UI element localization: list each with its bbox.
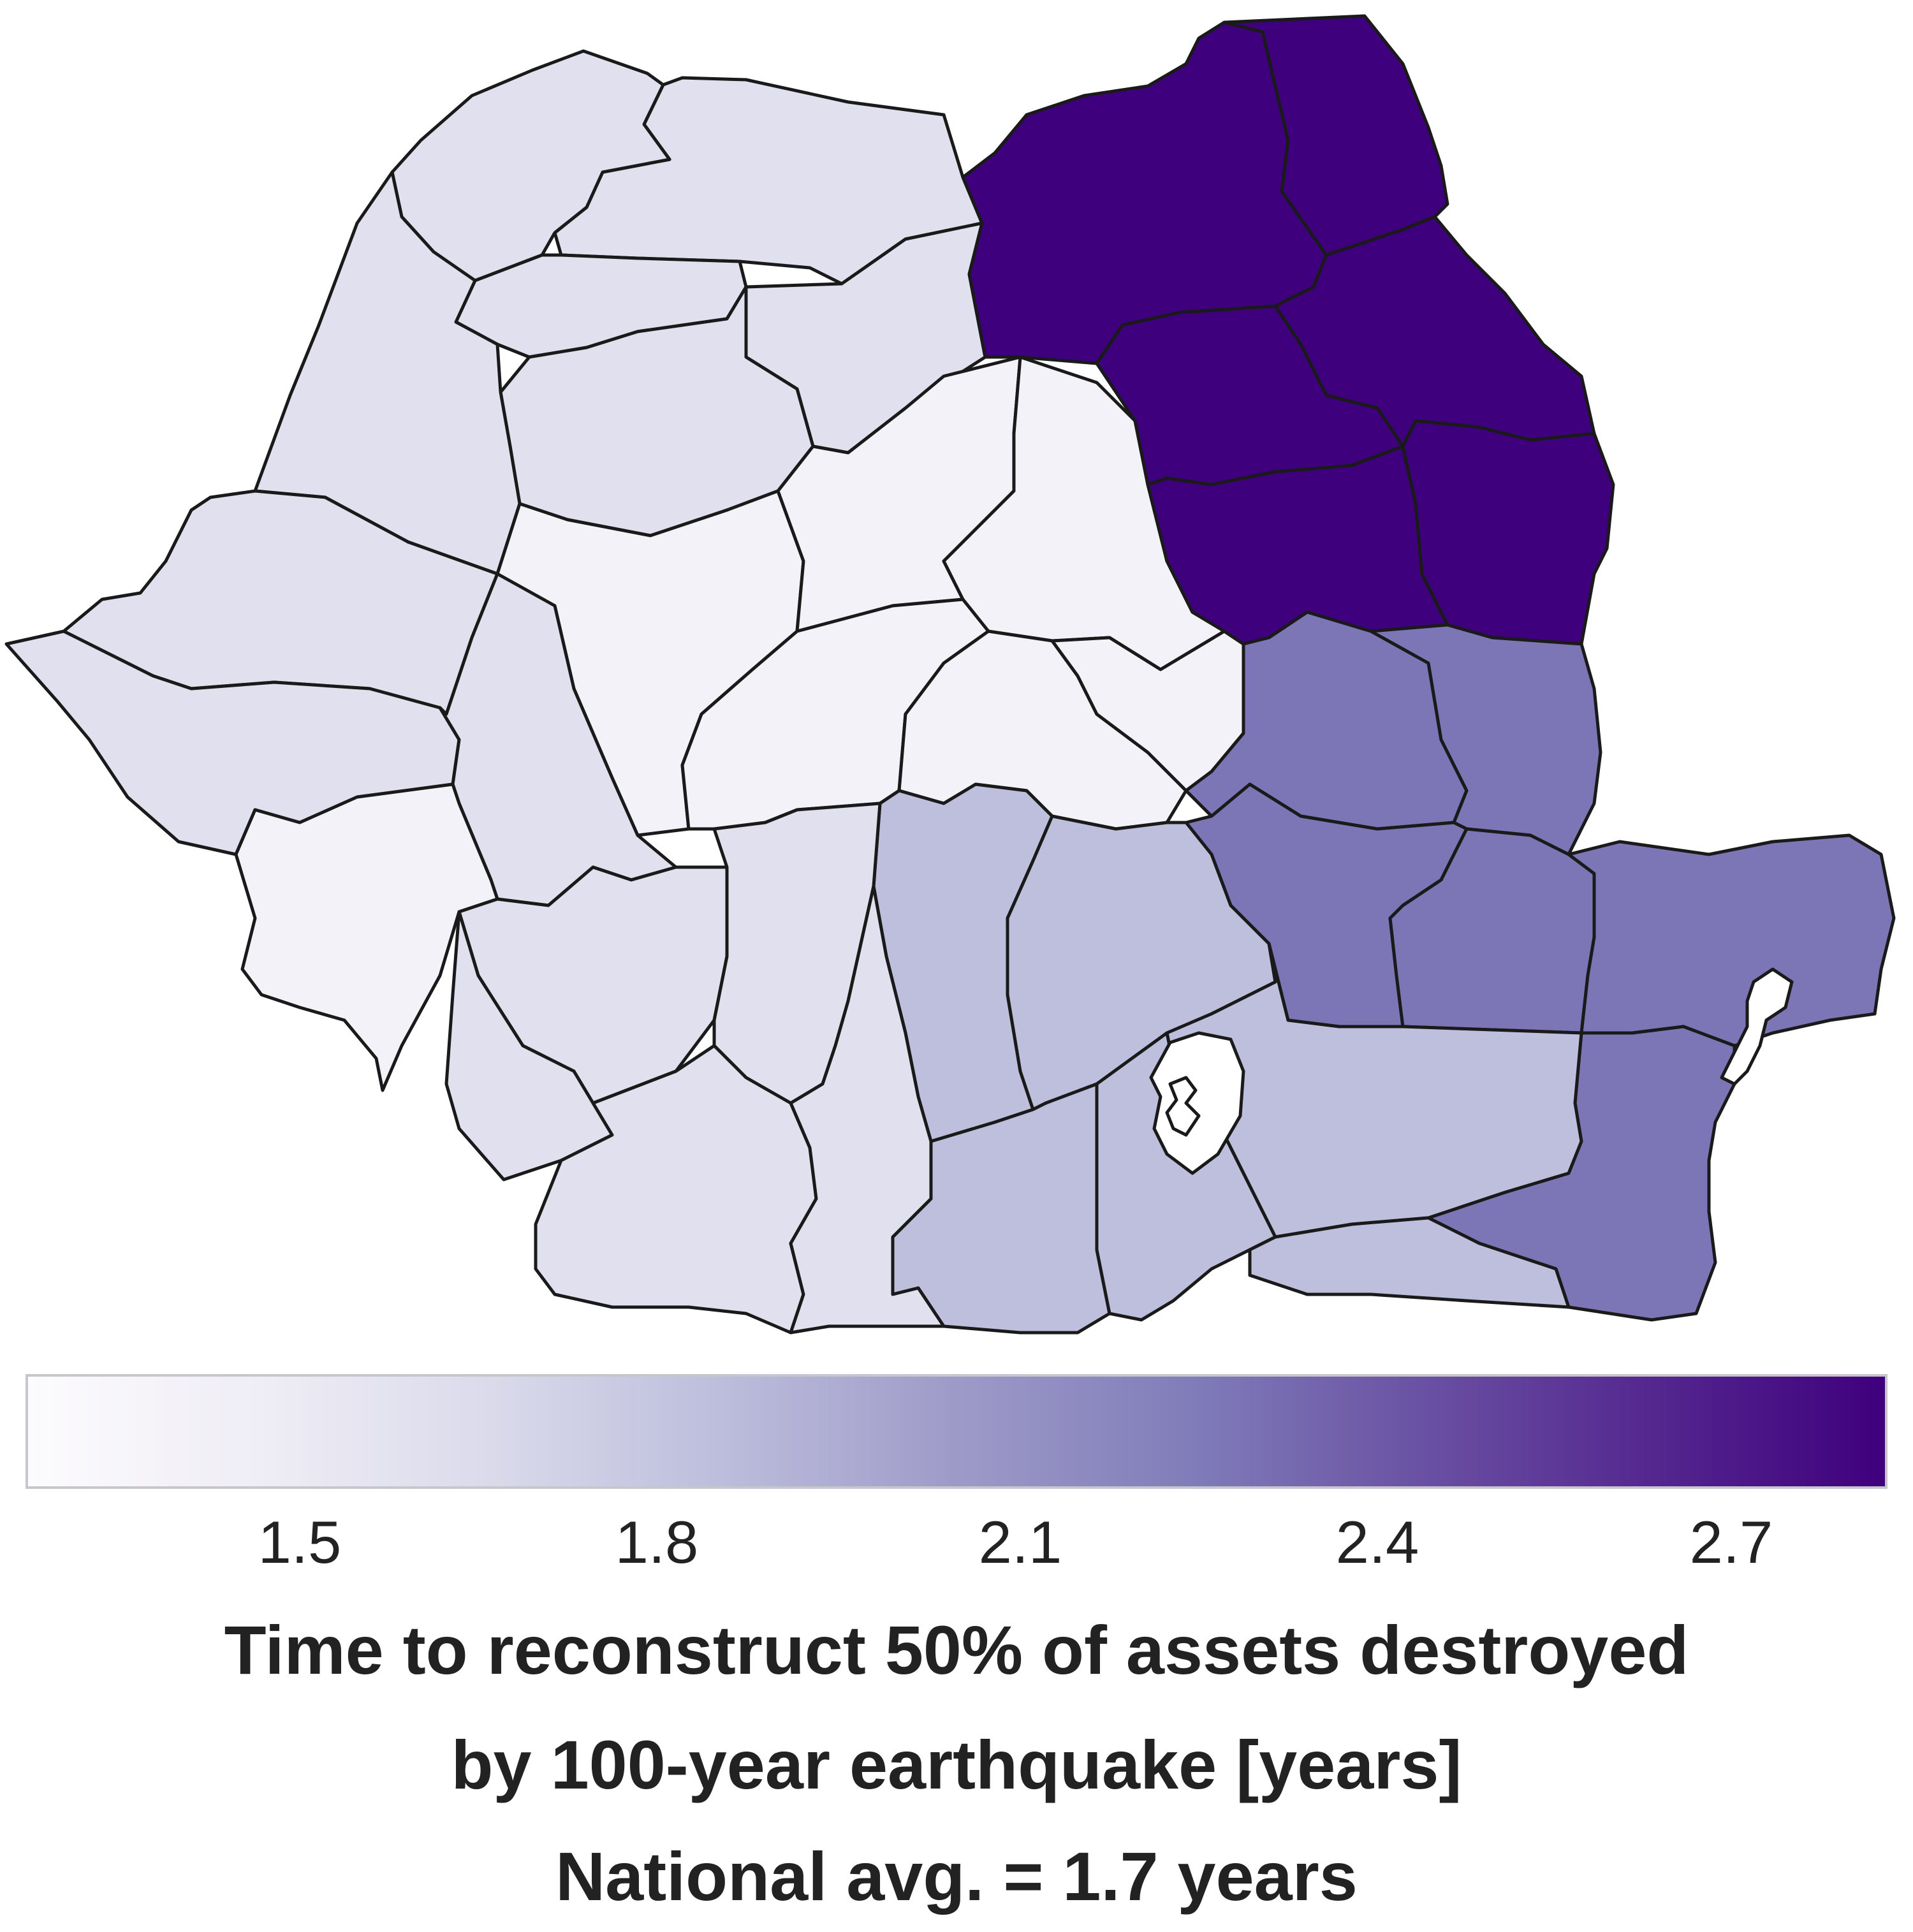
- romania-choropleth-map: [4, 14, 1896, 1335]
- colorbar: [26, 1374, 1887, 1489]
- region-satu-mare: [390, 49, 671, 282]
- colorbar-tick-label: 2.1: [978, 1509, 1062, 1576]
- colorbar-tick-label: 1.8: [615, 1509, 699, 1576]
- danube-delta-lake: [1720, 967, 1794, 1086]
- region-bucharest: [1165, 1076, 1201, 1137]
- region-olt: [789, 884, 946, 1335]
- region-vaslui: [1401, 419, 1615, 646]
- region-ilfov: [1149, 1031, 1245, 1175]
- region-caras-severin: [234, 782, 499, 1092]
- region-tulcea: [1567, 833, 1896, 1048]
- caption-title-line2: by 100-year earthquake [years]: [451, 1726, 1462, 1803]
- region-ialomita: [1248, 1216, 1571, 1309]
- colorbar-tick-label: 1.5: [258, 1509, 342, 1576]
- caption-title-line1: Time to reconstruct 50% of assets destro…: [224, 1611, 1689, 1688]
- caption-national-average: National avg. = 1.7 years: [555, 1838, 1358, 1915]
- colorbar-tick-label: 2.7: [1689, 1509, 1773, 1576]
- colorbar-tick-label: 2.4: [1335, 1509, 1419, 1576]
